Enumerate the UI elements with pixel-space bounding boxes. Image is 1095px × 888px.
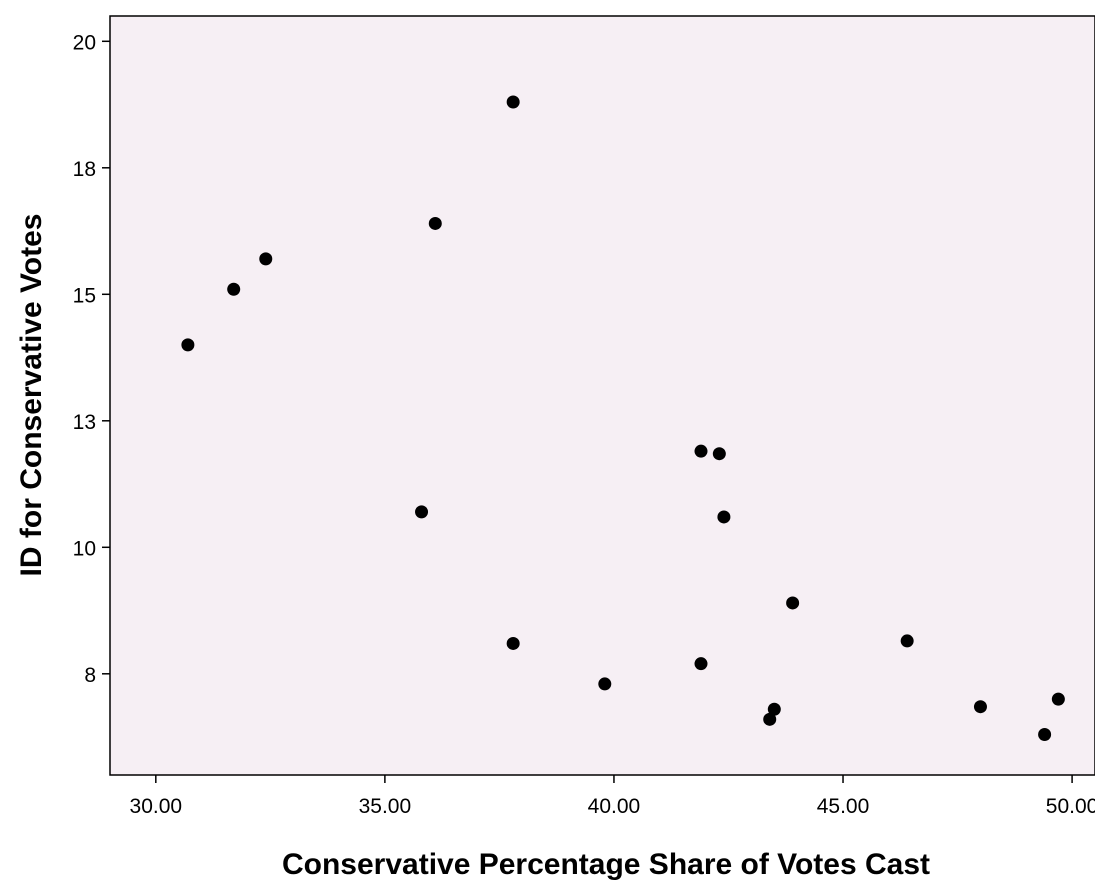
x-axis-title: Conservative Percentage Share of Votes C…	[282, 848, 930, 881]
data-point	[694, 657, 708, 671]
y-axis-title: ID for Conservative Votes	[15, 214, 48, 577]
y-tick-label: 13	[73, 411, 96, 434]
x-tick-label: 40.00	[588, 795, 641, 818]
x-tick-label: 30.00	[130, 795, 183, 818]
data-points	[181, 95, 1065, 742]
data-point	[506, 95, 520, 109]
data-point	[506, 636, 520, 650]
x-tick-label: 35.00	[359, 795, 412, 818]
data-point	[900, 634, 914, 648]
y-tick-label: 18	[73, 158, 96, 181]
data-point	[717, 510, 731, 524]
y-tick-label: 10	[73, 537, 96, 560]
data-point	[712, 447, 726, 461]
plot-area	[109, 15, 1095, 776]
x-tick-label: 50.00	[1046, 795, 1095, 818]
data-point	[1038, 728, 1052, 742]
y-tick-label: 15	[73, 284, 96, 307]
data-point	[415, 505, 429, 519]
data-point	[767, 702, 781, 716]
data-point	[763, 712, 777, 726]
data-point	[598, 677, 612, 691]
x-axis-ticks: 30.00 35.00 40.00 45.00 50.00	[130, 775, 1095, 818]
data-point	[1051, 692, 1065, 706]
y-tick-label: 8	[84, 664, 96, 687]
data-point	[973, 700, 987, 714]
x-tick-label: 45.00	[817, 795, 870, 818]
data-point	[428, 216, 442, 230]
y-tick-label: 20	[73, 31, 96, 54]
y-axis-ticks: 8 10 13 15 18 20	[73, 31, 110, 687]
data-point	[227, 282, 241, 296]
data-point	[181, 338, 195, 352]
data-point	[694, 444, 708, 458]
data-point	[786, 596, 800, 610]
data-point	[259, 252, 273, 266]
